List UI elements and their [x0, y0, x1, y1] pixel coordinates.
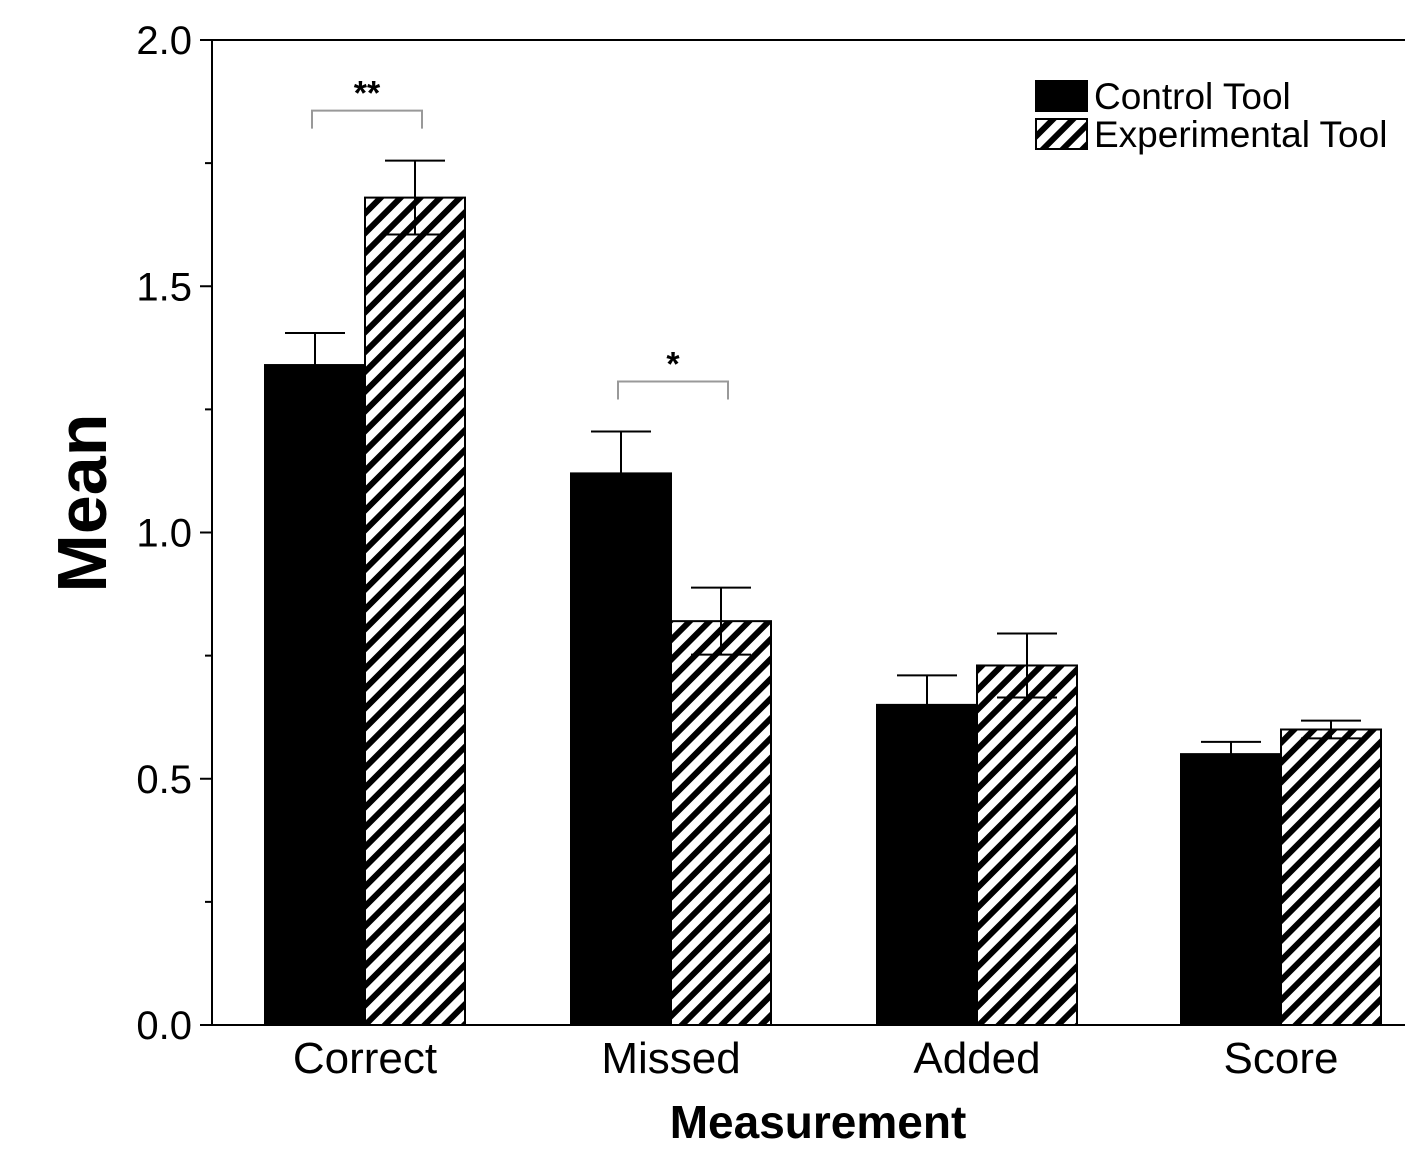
- legend-swatch-control: [1035, 80, 1088, 112]
- bar-control: [876, 703, 978, 1026]
- significance-markers: ***: [311, 75, 729, 400]
- x-tick-label: Added: [913, 1034, 1040, 1083]
- significance-label: *: [666, 346, 680, 384]
- x-axis-title: Measurement: [670, 1096, 967, 1148]
- legend-label: Experimental Tool: [1094, 114, 1387, 155]
- bar-experimental: [364, 196, 466, 1027]
- y-tick-label: 0.0: [136, 1004, 192, 1048]
- x-tick-label: Correct: [293, 1034, 437, 1083]
- x-tick-label: Missed: [601, 1034, 740, 1083]
- bar-experimental: [670, 620, 772, 1027]
- y-tick-label: 1.0: [136, 512, 192, 556]
- legend-swatch-experimental: [1035, 118, 1088, 150]
- significance-bracket: [617, 380, 729, 400]
- y-tick-label: 1.5: [136, 265, 192, 309]
- axes: 0.0 0.5 1.0 1.5 2.0 Correct Missed Added Score: [136, 19, 1405, 1083]
- x-tick-label: Score: [1224, 1034, 1339, 1083]
- significance-label: **: [354, 75, 381, 113]
- legend-label: Control Tool: [1094, 76, 1291, 117]
- bar-control: [1180, 753, 1282, 1026]
- y-tick-label: 0.5: [136, 758, 192, 802]
- bar-control: [264, 364, 366, 1026]
- bar-experimental: [1280, 728, 1382, 1026]
- significance-bracket: [311, 109, 423, 129]
- y-axis-title: Mean: [43, 414, 121, 593]
- y-tick-label: 2.0: [136, 19, 192, 63]
- bars: [264, 159, 1382, 1027]
- bar-experimental: [976, 664, 1078, 1026]
- bar-control: [570, 472, 672, 1026]
